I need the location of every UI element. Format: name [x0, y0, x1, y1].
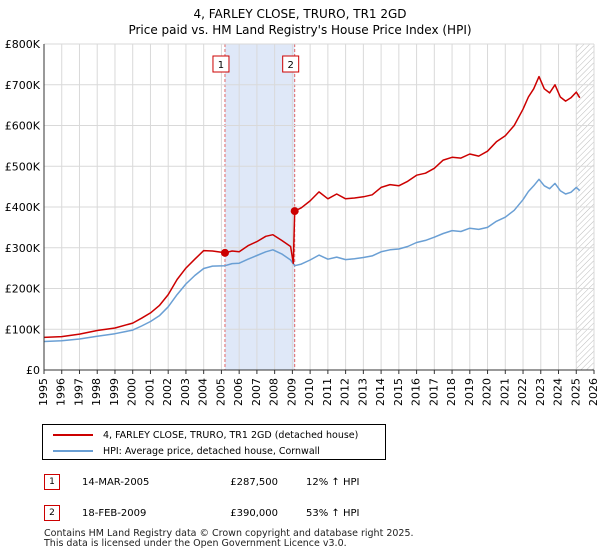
y-tick-label: £700K: [5, 79, 41, 92]
y-tick-label: £0: [26, 364, 40, 377]
x-tick-label: 1995: [37, 378, 50, 406]
legend-label-property: 4, FARLEY CLOSE, TRURO, TR1 2GD (detache…: [103, 429, 359, 441]
x-tick-label: 2001: [143, 378, 156, 406]
transaction-price: £287,500: [230, 476, 278, 488]
chart-subtitle: Price paid vs. HM Land Registry's House …: [128, 23, 472, 37]
x-tick-label: 2024: [552, 378, 565, 406]
sale-badge-label: 2: [288, 60, 294, 71]
x-tick-label: 2018: [445, 378, 458, 406]
sale-point: [290, 207, 299, 216]
x-tick-label: 1996: [55, 378, 68, 406]
x-tick-label: 2004: [197, 378, 210, 406]
footer: Contains HM Land Registry data © Crown c…: [44, 529, 414, 549]
transaction-hpi: 12% ↑ HPI: [306, 476, 360, 488]
transaction-price: £390,000: [230, 507, 278, 519]
x-tick-label: 2006: [232, 378, 245, 406]
legend-swatch-hpi: [53, 450, 93, 452]
x-tick-label: 2025: [569, 378, 582, 406]
legend-label-hpi: HPI: Average price, detached house, Corn…: [103, 445, 320, 457]
footer-copyright: Contains HM Land Registry data © Crown c…: [44, 528, 414, 539]
price-chart: 1 2 £0 £100K £200K £300K £400K £500K £600K £700K…: [5, 38, 600, 406]
chart-title-address: 4, FARLEY CLOSE, TRURO, TR1 2GD: [193, 7, 407, 21]
footer-licence: This data is licensed under the Open Gov…: [44, 538, 347, 549]
x-tick-label: 2000: [126, 378, 139, 406]
x-tick-label: 2026: [587, 378, 600, 406]
transaction-date: 14-MAR-2005: [82, 476, 150, 488]
property-price-line: [44, 75, 581, 339]
legend-swatch-property: [53, 434, 93, 436]
x-tick-label: 2002: [161, 378, 174, 406]
sale-badge: [282, 55, 300, 73]
transaction-badge: 1: [44, 474, 60, 490]
transaction-date: 18-FEB-2009: [82, 507, 147, 519]
y-tick-label: £600K: [5, 120, 41, 133]
x-tick-label: 2007: [250, 378, 263, 406]
y-tick-label: £200K: [5, 283, 41, 296]
x-tick-label: 2011: [321, 378, 334, 406]
y-tick-label: £300K: [5, 242, 41, 255]
x-tick-label: 2023: [534, 378, 547, 406]
x-tick-label: 2015: [392, 378, 405, 406]
x-tick-label: 2003: [179, 378, 192, 406]
legend-item-property: 4, FARLEY CLOSE, TRURO, TR1 2GD (detache…: [53, 428, 358, 442]
y-tick-label: £100K: [5, 323, 41, 336]
transaction-row: 2 18-FEB-2009 £390,000 53% ↑ HPI: [44, 503, 359, 523]
legend: 4, FARLEY CLOSE, TRURO, TR1 2GD (detache…: [42, 424, 386, 460]
x-tick-label: 2016: [410, 378, 423, 406]
x-tick-label: 1999: [108, 378, 121, 406]
x-tick-label: 2005: [214, 378, 227, 406]
x-tick-label: 2013: [356, 378, 369, 406]
transaction-hpi: 53% ↑ HPI: [306, 507, 360, 519]
x-tick-label: 2019: [463, 378, 476, 406]
x-tick-label: 2022: [516, 378, 529, 406]
transaction-badge: 2: [44, 505, 60, 521]
x-tick-label: 2009: [285, 378, 298, 406]
hpi-line: [44, 178, 581, 343]
y-tick-label: £500K: [5, 160, 41, 173]
x-tick-label: 2010: [303, 378, 316, 406]
x-tick-label: 2014: [374, 378, 387, 406]
x-tick-label: 2012: [339, 378, 352, 406]
x-tick-label: 2017: [427, 378, 440, 406]
y-tick-label: £800K: [5, 38, 41, 51]
sale-badge-label: 1: [218, 60, 224, 71]
x-tick-label: 1998: [90, 378, 103, 406]
sale-point: [220, 248, 229, 257]
sale-badge: [212, 55, 230, 73]
x-tick-label: 2008: [268, 378, 281, 406]
legend-item-hpi: HPI: Average price, detached house, Corn…: [53, 444, 320, 458]
y-tick-label: £400K: [5, 201, 41, 214]
transaction-row: 1 14-MAR-2005 £287,500 12% ↑ HPI: [44, 472, 359, 492]
x-tick-label: 2021: [498, 378, 511, 406]
x-tick-label: 1997: [72, 378, 85, 406]
x-tick-label: 2020: [481, 378, 494, 406]
